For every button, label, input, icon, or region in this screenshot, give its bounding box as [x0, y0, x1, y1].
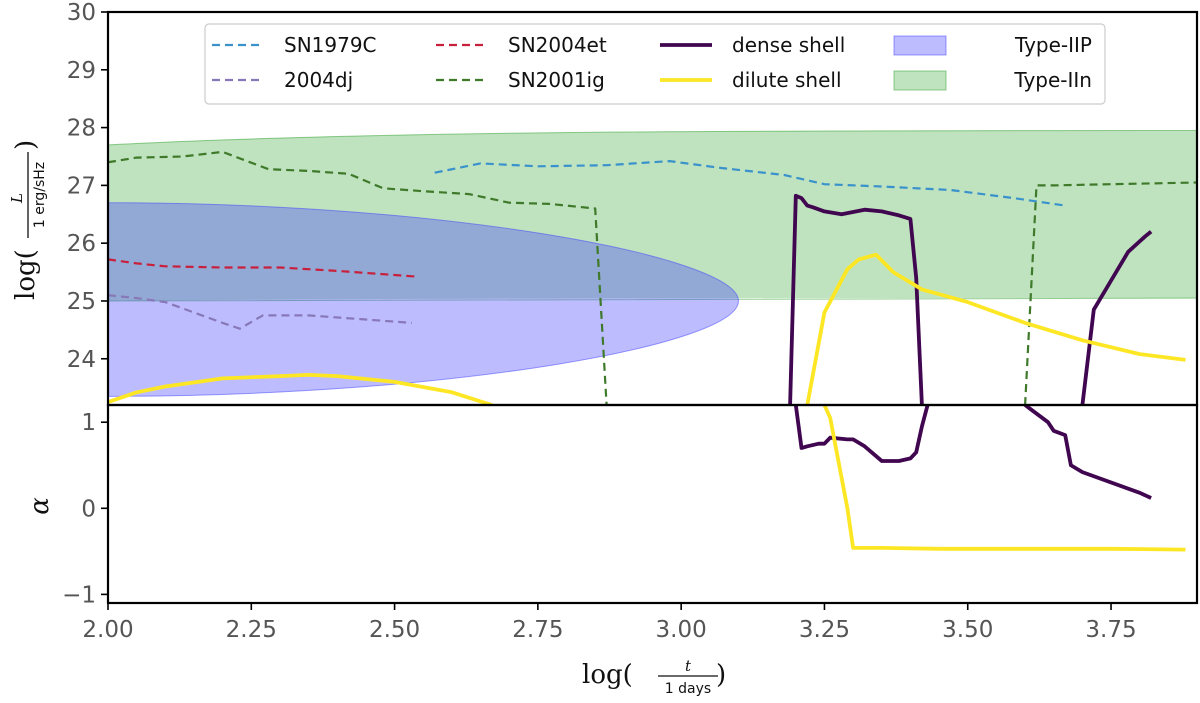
legend-item-2004dj: 2004dj: [212, 68, 353, 92]
bottom-panel-frame: [106, 403, 1199, 605]
legend-label: SN2001ig: [508, 68, 605, 92]
xtick-label: 2.00: [82, 617, 133, 643]
top-y-axis-label: log( L 1 erg/sHz ): [8, 140, 48, 300]
x-ticks: 2.00 2.25 2.50 2.75 3.00 3.25 3.50 3.75: [82, 603, 1137, 643]
top-ytick-label: 30: [67, 0, 96, 26]
xlabel-prefix: log(: [582, 660, 633, 690]
bottom-y-axis-label: α: [25, 497, 55, 515]
legend-label: dense shell: [732, 33, 845, 57]
legend-label: dilute shell: [732, 68, 842, 92]
bottom-series: [793, 405, 1186, 552]
legend-label: SN2004et: [508, 33, 607, 57]
ylabel-numerator: L: [8, 193, 26, 204]
xlabel-numerator: t: [685, 657, 692, 675]
bottom-y-ticks: −1 0 1: [62, 410, 108, 608]
top-series-dilute-shell: [108, 252, 1186, 405]
legend: SN1979C 2004dj SN2004et SN2001ig dense shell…: [204, 23, 1106, 105]
legend-item-sn1979c: SN1979C: [212, 33, 377, 57]
legend-item-sn2001ig: SN2001ig: [436, 68, 605, 92]
top-series-sn2001ig: [108, 150, 1197, 405]
bottom-ytick-label: 1: [81, 410, 96, 436]
legend-box: [204, 23, 1106, 105]
top-ytick-label: 28: [67, 116, 96, 142]
top-ytick-label: 27: [67, 173, 96, 199]
xtick-label: 3.25: [799, 617, 850, 643]
legend-item-dense-shell: dense shell: [660, 33, 845, 57]
xtick-label: 3.50: [942, 617, 993, 643]
legend-label: Type-IIn: [1013, 68, 1092, 92]
region-type-iip: [108, 202, 739, 397]
ylabel-suffix: ): [11, 140, 41, 150]
ylabel-denominator: 1 erg/sHz: [32, 162, 48, 228]
bottom-ytick-label: −1: [62, 582, 96, 608]
top-ytick-label: 26: [67, 231, 96, 257]
xtick-label: 2.50: [369, 617, 420, 643]
legend-item-sn2004et: SN2004et: [436, 33, 607, 57]
top-ytick-label: 24: [67, 347, 96, 373]
top-series-sn1979c: [434, 160, 1066, 207]
top-ytick-label: 29: [67, 58, 96, 84]
top-series-dense-shell: [788, 193, 1153, 405]
legend-label: 2004dj: [284, 68, 353, 92]
bottom-ytick-label: 0: [81, 496, 96, 522]
ylabel-prefix: log(: [11, 249, 41, 300]
bottom-series-dilute-shell: [822, 405, 1186, 552]
top-series-sn2004et: [108, 258, 418, 278]
xtick-label: 2.75: [512, 617, 563, 643]
xtick-label: 3.75: [1085, 617, 1136, 643]
legend-label: Type-IIP: [1014, 33, 1092, 57]
xtick-label: 2.25: [226, 617, 277, 643]
xtick-label: 3.00: [656, 617, 707, 643]
top-ytick-label: 25: [67, 289, 96, 315]
top-series-2004dj: [108, 294, 412, 330]
legend-item-dilute-shell: dilute shell: [660, 68, 842, 92]
legend-label: SN1979C: [284, 33, 377, 57]
legend-swatch: [893, 70, 947, 91]
xlabel-denominator: 1 days: [665, 681, 711, 697]
x-axis-label: log( t 1 days ): [582, 657, 726, 697]
top-y-ticks: 24 25 26 27 28 29 30: [67, 0, 108, 373]
top-regions: [108, 129, 1197, 397]
xlabel-suffix: ): [716, 660, 726, 690]
bottom-series-dense-shell: [793, 405, 1152, 500]
legend-item-type-iin: Type-IIn: [893, 68, 1092, 92]
legend-item-type-iip: Type-IIP: [893, 33, 1092, 57]
legend-swatch: [893, 35, 947, 56]
top-series: [108, 150, 1197, 405]
